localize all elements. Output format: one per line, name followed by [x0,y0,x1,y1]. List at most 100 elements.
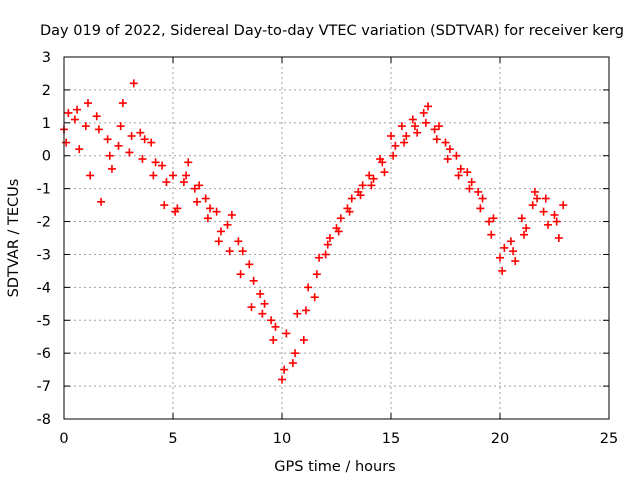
data-point [511,257,520,266]
data-point [236,270,245,279]
data-point [389,151,398,160]
x-tick-label: 0 [59,431,68,447]
data-point [321,250,330,259]
chart-title: Day 019 of 2022, Sidereal Day-to-day VTE… [40,23,624,39]
data-point [299,336,308,345]
x-tick-label: 15 [382,431,400,447]
data-point [136,128,145,137]
y-tick-label: -3 [37,247,51,263]
data-point [424,102,433,111]
data-point [247,303,256,312]
data-point [214,237,223,246]
data-point [334,227,343,236]
y-axis-label: SDTVAR / TECUs [6,179,22,298]
data-point [378,158,387,167]
plot-frame [63,56,610,420]
data-point [158,161,167,170]
data-point [73,105,82,114]
y-tick-label: 2 [42,83,51,99]
data-point [365,171,374,180]
data-point [271,322,280,331]
data-point [97,197,106,206]
data-point [345,207,354,216]
data-point [456,164,465,173]
data-point [358,181,367,190]
data-point [367,181,376,190]
data-point [184,158,193,167]
data-point [70,115,79,124]
data-point [323,240,332,249]
data-point [301,306,310,315]
y-tick-label: 1 [42,116,51,132]
data-point [541,194,550,203]
x-tick-label: 5 [168,431,177,447]
data-point [559,201,568,210]
data-point [223,220,232,229]
data-point [498,266,507,275]
data-point [387,131,395,140]
data-point [369,174,378,183]
data-point [149,171,158,180]
data-point [258,309,267,318]
data-point [310,293,319,302]
data-point [356,191,365,200]
data-points [60,79,568,384]
y-tick-label: 0 [42,149,51,165]
data-point [140,135,149,144]
data-point [118,99,127,108]
data-point [465,184,474,193]
data-point [554,234,563,242]
data-point [280,365,289,374]
data-point [391,141,400,150]
data-point [62,138,71,147]
data-point [160,201,169,210]
data-point [83,99,92,108]
data-point [125,148,134,157]
data-point [478,194,487,203]
data-point [114,141,123,150]
data-point [413,128,422,137]
data-point [402,131,411,140]
data-point [64,108,73,117]
data-point [182,171,191,180]
series-track-a [60,108,568,384]
data-point [216,227,225,236]
data-point [500,243,509,252]
series-track-b [64,79,563,338]
data-point [528,201,537,210]
data-point [441,138,450,147]
data-point [445,145,454,154]
data-point [162,178,171,187]
x-tick-label: 25 [600,431,618,447]
data-point [509,247,518,256]
data-point [443,155,452,164]
data-point [227,210,236,219]
y-tick-label: -1 [37,182,51,198]
data-point [151,158,160,167]
data-point [543,220,552,229]
data-point [86,171,95,180]
data-point [190,184,199,193]
data-point [408,115,417,124]
x-tick-labels: 0 5 10 15 20 25 [59,431,618,447]
data-point [434,122,443,131]
data-point [147,138,156,147]
data-point [552,217,561,226]
data-point [489,214,498,223]
data-point [463,168,472,177]
data-point [288,359,297,368]
data-point [129,79,138,88]
data-point [474,187,483,196]
data-point [92,112,101,121]
data-point [347,194,356,203]
data-point [116,122,125,131]
data-point [107,164,116,173]
data-point [487,230,496,239]
data-point [293,309,302,318]
y-tick-label: -2 [37,215,51,231]
data-point [430,125,439,134]
data-point [81,122,90,131]
data-point [75,145,84,154]
data-point [454,171,463,180]
data-point [169,171,177,180]
